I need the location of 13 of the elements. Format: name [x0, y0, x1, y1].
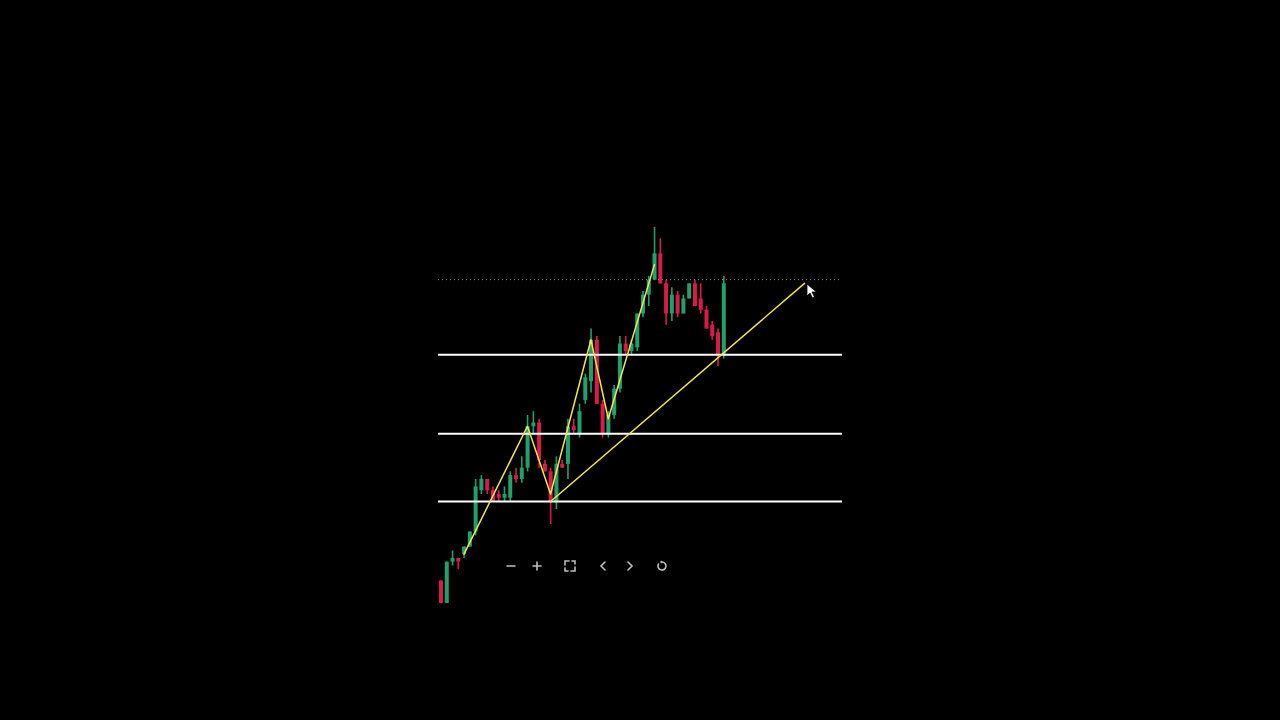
candlestick	[704, 305, 709, 330]
candlestick	[692, 278, 697, 307]
candlestick	[508, 470, 513, 503]
candlestick	[669, 286, 674, 322]
candlestick	[514, 466, 519, 484]
candlestick	[577, 402, 582, 439]
candlestick	[519, 455, 524, 484]
candlestick	[583, 372, 588, 405]
candlestick	[698, 282, 703, 315]
candlestick	[716, 327, 721, 367]
candlestick	[675, 290, 680, 319]
candlestick	[710, 320, 715, 341]
candlestick	[623, 335, 628, 356]
